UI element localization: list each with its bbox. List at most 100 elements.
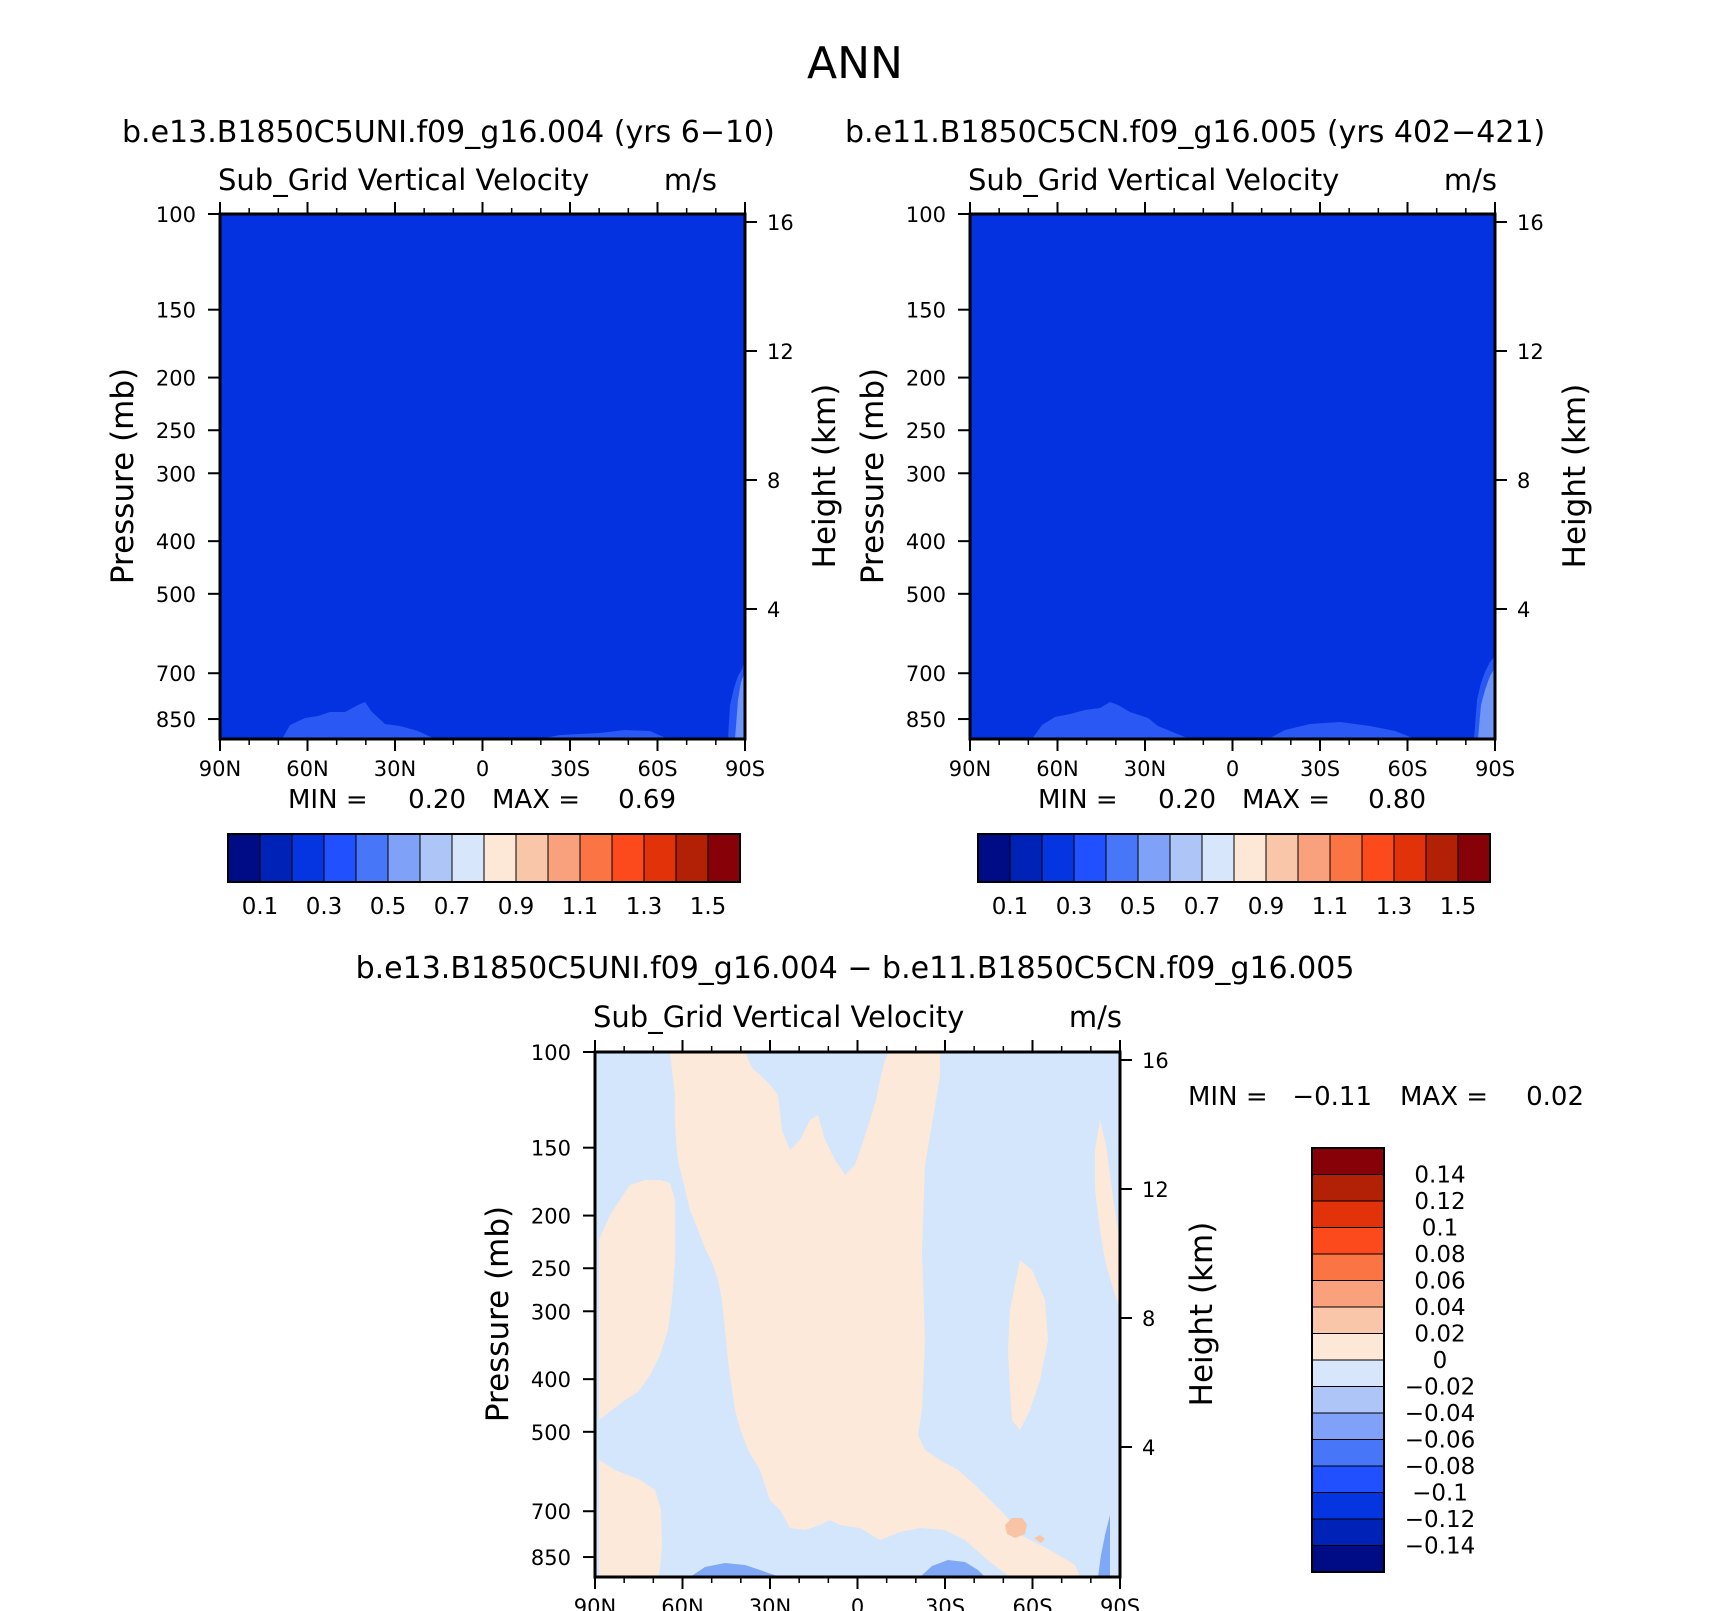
x-tick-label: 30N bbox=[374, 757, 416, 781]
colorbar-label: 1.3 bbox=[1376, 894, 1413, 920]
min-label: MIN = bbox=[1038, 785, 1118, 815]
diff-blue-region bbox=[690, 1563, 780, 1577]
colorbar-box bbox=[419, 833, 453, 883]
colorbar-label: −0.08 bbox=[1405, 1454, 1475, 1480]
colorbar-box bbox=[1329, 833, 1363, 883]
colorbar-box bbox=[1311, 1253, 1385, 1281]
diff-pos-region bbox=[1095, 1120, 1120, 1310]
colorbar-box bbox=[1073, 833, 1107, 883]
colorbar-label: 1.1 bbox=[1312, 894, 1349, 920]
colorbar-box bbox=[1361, 833, 1395, 883]
colorbar-box bbox=[1311, 1227, 1385, 1255]
colorbar-frame bbox=[977, 833, 1491, 883]
colorbar-box bbox=[1311, 1147, 1385, 1175]
plot-title: Sub_Grid Vertical Velocity bbox=[968, 163, 1339, 197]
y2-tick-label: 16 bbox=[1517, 211, 1544, 235]
y-tick-label: 400 bbox=[906, 530, 946, 554]
x-tick-label: 90S bbox=[1475, 757, 1515, 781]
colorbar-box bbox=[483, 833, 517, 883]
min-label: MIN = bbox=[1188, 1082, 1268, 1112]
colorbar-label: −0.04 bbox=[1405, 1401, 1475, 1427]
y2-axis-label: Height (km) bbox=[1184, 1222, 1220, 1407]
y-tick-label: 150 bbox=[906, 299, 946, 323]
colorbar: 0.1 0.3 0.5 0.7 0.9 1.1 1.3 1.5 bbox=[977, 833, 1491, 920]
y-tick-label: 300 bbox=[531, 1300, 571, 1324]
x-tick-label: 60N bbox=[661, 1595, 703, 1611]
y-tick-label: 150 bbox=[531, 1137, 571, 1161]
colorbar-label: 0.12 bbox=[1414, 1189, 1465, 1215]
colorbar-box bbox=[547, 833, 581, 883]
x-tick-label: 60S bbox=[1012, 1595, 1052, 1611]
y2-tick-label: 12 bbox=[1517, 340, 1544, 364]
colorbar-label: 0.14 bbox=[1414, 1163, 1465, 1189]
y-tick-label: 200 bbox=[156, 367, 196, 391]
colorbar: 0.140.120.10.080.060.040.020−0.02−0.04−0… bbox=[1311, 1147, 1475, 1573]
colorbar-box bbox=[1311, 1492, 1385, 1520]
colorbar-label: 0.3 bbox=[306, 894, 343, 920]
colorbar-box bbox=[1311, 1306, 1385, 1334]
plot-title: Sub_Grid Vertical Velocity bbox=[218, 163, 589, 197]
y2-axis-label: Height (km) bbox=[807, 384, 843, 569]
x-tick-label: 60S bbox=[637, 757, 677, 781]
colorbar-box bbox=[451, 833, 485, 883]
light-region bbox=[1478, 668, 1495, 739]
colorbar-label: −0.1 bbox=[1412, 1481, 1468, 1507]
y2-tick-label: 4 bbox=[1142, 1436, 1155, 1460]
colorbar-box bbox=[1311, 1386, 1385, 1414]
max-value: 0.02 bbox=[1526, 1082, 1584, 1112]
colorbar-box bbox=[1425, 833, 1459, 883]
y-tick-label: 850 bbox=[906, 708, 946, 732]
colorbar-label: 0.9 bbox=[498, 894, 535, 920]
diff-blue-region bbox=[1098, 1515, 1110, 1577]
min-label: MIN = bbox=[288, 785, 368, 815]
x-tick-label: 30S bbox=[1300, 757, 1340, 781]
colorbar-label: 0.7 bbox=[434, 894, 471, 920]
y-tick-label: 500 bbox=[906, 583, 946, 607]
colorbar-label: 0.04 bbox=[1414, 1295, 1465, 1321]
colorbar-frame bbox=[227, 833, 741, 883]
colorbar-box bbox=[259, 833, 293, 883]
case-title: b.e13.B1850C5UNI.f09_g16.004 − b.e11.B18… bbox=[356, 951, 1355, 986]
y-axis-label: Pressure (mb) bbox=[105, 368, 141, 584]
y-tick-label: 400 bbox=[531, 1368, 571, 1392]
y2-tick-label: 8 bbox=[767, 469, 780, 493]
colorbar-box bbox=[387, 833, 421, 883]
units-label: m/s bbox=[1069, 1000, 1122, 1034]
y-tick-label: 300 bbox=[156, 462, 196, 486]
y-tick-label: 250 bbox=[156, 419, 196, 443]
y2-axis-label: Height (km) bbox=[1557, 384, 1593, 569]
plot-frame bbox=[593, 1050, 1122, 1579]
colorbar-label: 0.5 bbox=[370, 894, 407, 920]
colorbar-box bbox=[291, 833, 325, 883]
light-region bbox=[1268, 722, 1415, 739]
case-title: b.e13.B1850C5UNI.f09_g16.004 (yrs 6−10) bbox=[122, 115, 775, 150]
light-region bbox=[282, 702, 435, 739]
colorbar-box bbox=[1041, 833, 1075, 883]
plot-title: Sub_Grid Vertical Velocity bbox=[593, 1000, 964, 1034]
colorbar-box bbox=[1311, 1333, 1385, 1361]
y2-tick-label: 4 bbox=[1517, 598, 1530, 622]
x-tick-label: 60S bbox=[1387, 757, 1427, 781]
main-title: ANN bbox=[807, 38, 903, 89]
y2-tick-label: 16 bbox=[767, 211, 794, 235]
y-tick-label: 100 bbox=[906, 203, 946, 227]
colorbar-box bbox=[977, 833, 1011, 883]
colorbar-label: 0.5 bbox=[1120, 894, 1157, 920]
colorbar-box bbox=[1169, 833, 1203, 883]
colorbar: 0.1 0.3 0.5 0.7 0.9 1.1 1.3 1.5 bbox=[227, 833, 741, 920]
colorbar-box bbox=[1311, 1412, 1385, 1440]
case-title: b.e11.B1850C5CN.f09_g16.005 (yrs 402−421… bbox=[845, 115, 1545, 150]
y-axis-label: Pressure (mb) bbox=[855, 368, 891, 584]
y-tick-label: 100 bbox=[156, 203, 196, 227]
y-tick-label: 700 bbox=[156, 662, 196, 686]
diff-blue-region bbox=[920, 1560, 985, 1577]
x-tick-label: 30S bbox=[925, 1595, 965, 1611]
light-region bbox=[1032, 702, 1190, 739]
colorbar-label: 0 bbox=[1433, 1348, 1448, 1374]
field-fill bbox=[970, 214, 1495, 739]
max-value: 0.80 bbox=[1368, 785, 1426, 815]
min-value: −0.11 bbox=[1292, 1082, 1372, 1112]
y-tick-label: 250 bbox=[906, 419, 946, 443]
max-label: MAX = bbox=[492, 785, 580, 815]
